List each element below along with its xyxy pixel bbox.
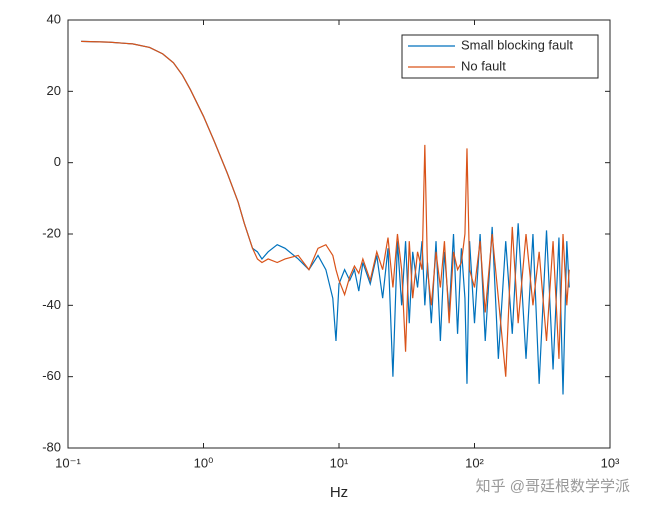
watermark: 知乎 @哥廷根数学学派 bbox=[476, 478, 630, 495]
legend-label: Small blocking fault bbox=[461, 37, 573, 52]
series-line bbox=[81, 40, 570, 377]
x-tick-label: 10² bbox=[465, 455, 484, 470]
legend-label: No fault bbox=[461, 58, 506, 73]
y-tick-label: 0 bbox=[54, 154, 61, 169]
legend-box bbox=[401, 34, 599, 79]
x-tick-label: 10⁻¹ bbox=[55, 455, 81, 470]
y-tick-label: -40 bbox=[42, 297, 61, 312]
x-tick-label: 10³ bbox=[601, 455, 620, 470]
y-tick-label: -80 bbox=[42, 439, 61, 454]
y-tick-label: 20 bbox=[47, 83, 61, 98]
x-axis-label: Hz bbox=[330, 484, 348, 501]
y-tick-label: -60 bbox=[42, 368, 61, 383]
y-tick-label: -20 bbox=[42, 225, 61, 240]
x-tick-label: 10⁰ bbox=[194, 455, 214, 470]
plot-area bbox=[67, 19, 611, 449]
y-tick-label: 40 bbox=[47, 11, 61, 26]
x-tick-label: 10¹ bbox=[330, 455, 349, 470]
